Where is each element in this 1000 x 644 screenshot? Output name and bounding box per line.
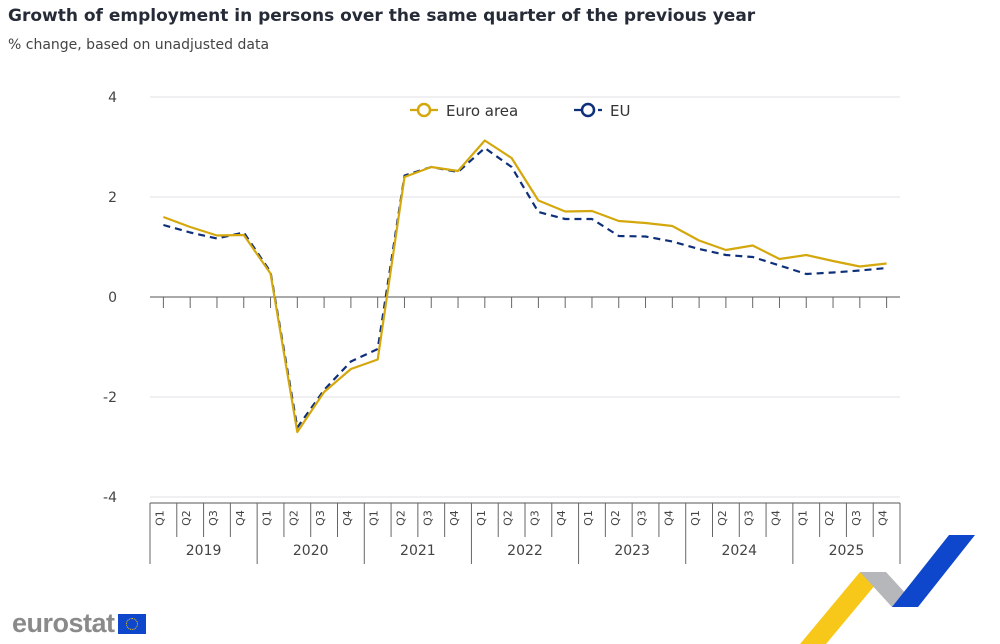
quarter-label: Q4: [341, 510, 354, 526]
quarter-label: Q1: [796, 510, 809, 526]
data-point: [884, 261, 890, 267]
quarter-label: Q2: [823, 510, 836, 526]
data-point: [535, 198, 541, 204]
data-point: [535, 209, 541, 215]
year-label: 2023: [614, 543, 650, 559]
y-tick-label: -4: [103, 490, 117, 506]
quarter-label: Q2: [716, 510, 729, 526]
legend-marker-icon: [580, 102, 596, 118]
data-point: [509, 155, 515, 161]
data-point: [776, 256, 782, 262]
quarter-label: Q2: [180, 510, 193, 526]
data-point: [643, 234, 649, 240]
quarter-label: Q1: [475, 510, 488, 526]
data-point: [428, 164, 434, 170]
data-point: [803, 271, 809, 277]
data-point: [830, 270, 836, 276]
quarter-label: Q1: [582, 510, 595, 526]
chart-title: Growth of employment in persons over the…: [8, 6, 756, 26]
data-point: [669, 239, 675, 245]
data-point: [187, 224, 193, 230]
data-point: [750, 254, 756, 260]
data-point: [723, 247, 729, 253]
eurostat-logo: eurostat: [12, 608, 146, 639]
data-point: [348, 366, 354, 372]
data-point: [294, 429, 300, 435]
quarter-label: Q3: [207, 510, 220, 526]
data-point: [348, 359, 354, 365]
quarter-label: Q3: [528, 510, 541, 526]
data-point: [669, 223, 675, 229]
quarter-label: Q2: [394, 510, 407, 526]
eu-flag-icon: [117, 613, 146, 634]
year-label: 2024: [721, 543, 757, 559]
quarter-label: Q3: [743, 510, 756, 526]
data-point: [696, 246, 702, 252]
data-point: [241, 232, 247, 238]
data-point: [509, 164, 515, 170]
year-label: 2020: [293, 543, 329, 559]
quarter-label: Q3: [636, 510, 649, 526]
quarter-label: Q3: [421, 510, 434, 526]
quarter-label: Q2: [287, 510, 300, 526]
year-label: 2022: [507, 543, 543, 559]
data-point: [375, 357, 381, 363]
quarter-label: Q4: [448, 510, 461, 526]
logo-text: eurostat: [12, 608, 115, 638]
y-tick-label: 0: [108, 290, 117, 306]
data-point: [214, 233, 220, 239]
data-point: [482, 145, 488, 151]
data-point: [589, 216, 595, 222]
data-point: [589, 208, 595, 214]
data-point: [187, 230, 193, 236]
legend-label[interactable]: Euro area: [446, 102, 518, 120]
year-label: 2019: [186, 543, 222, 559]
quarter-label: Q4: [769, 510, 782, 526]
quarter-label: Q1: [261, 510, 274, 526]
quarter-label: Q1: [153, 510, 166, 526]
quarter-label: Q3: [314, 510, 327, 526]
data-point: [482, 138, 488, 144]
data-point: [616, 233, 622, 239]
y-tick-label: 2: [108, 190, 117, 206]
data-point: [616, 218, 622, 224]
quarter-label: Q2: [609, 510, 622, 526]
year-label: 2021: [400, 543, 436, 559]
legend-label[interactable]: EU: [610, 102, 630, 120]
data-point: [160, 214, 166, 220]
data-point: [455, 168, 461, 174]
data-point: [696, 238, 702, 244]
data-point: [268, 271, 274, 277]
data-point: [562, 209, 568, 215]
quarter-label: Q4: [877, 510, 890, 526]
chart-subtitle: % change, based on unadjusted data: [8, 37, 270, 53]
data-point: [857, 264, 863, 270]
data-point: [401, 174, 407, 180]
quarter-label: Q4: [662, 510, 675, 526]
quarter-label: Q4: [555, 510, 568, 526]
data-point: [321, 389, 327, 395]
data-point: [160, 222, 166, 228]
y-tick-label: -2: [103, 390, 117, 406]
legend-marker-icon: [416, 102, 432, 118]
quarter-label: Q1: [689, 510, 702, 526]
quarter-label: Q3: [850, 510, 863, 526]
decorative-stripes: [800, 535, 975, 644]
quarter-label: Q4: [234, 510, 247, 526]
data-point: [750, 243, 756, 249]
data-point: [562, 216, 568, 222]
y-tick-label: 4: [108, 90, 117, 106]
series-line-euro-area: [163, 139, 887, 434]
data-point: [643, 220, 649, 226]
quarter-label: Q2: [502, 510, 515, 526]
data-point: [830, 258, 836, 264]
year-label: 2025: [829, 543, 865, 559]
data-point: [803, 252, 809, 258]
quarter-label: Q1: [368, 510, 381, 526]
data-point: [776, 263, 782, 269]
